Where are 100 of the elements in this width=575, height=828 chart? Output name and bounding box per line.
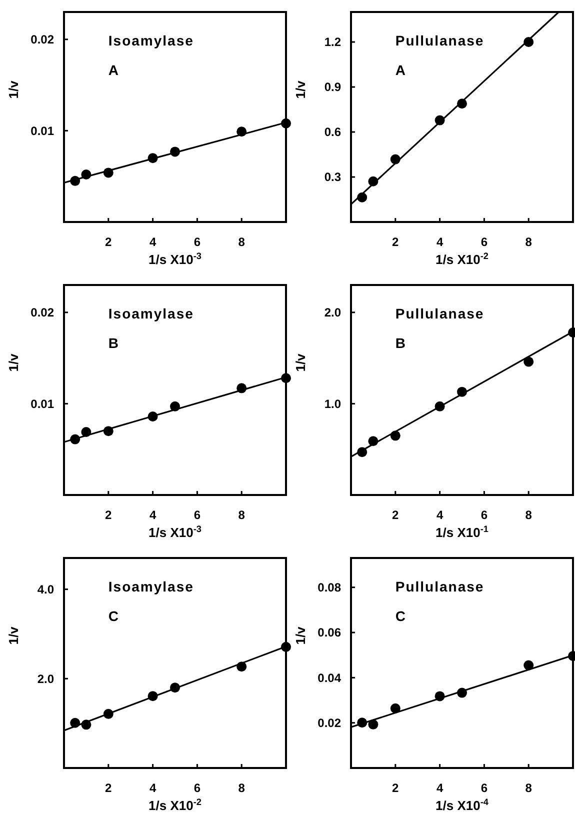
x-tick-label: 6 xyxy=(480,781,488,795)
text: A xyxy=(108,62,119,78)
x-tick-label: 6 xyxy=(194,235,201,249)
y-tick-label: 4.0 xyxy=(37,582,54,596)
y-axis-title: 1/v xyxy=(6,626,21,645)
point xyxy=(434,115,445,126)
y-tick-label: 0.01 xyxy=(30,124,54,138)
point xyxy=(434,691,445,702)
x-axis-title: 1/s X10$^{-2}$ xyxy=(436,251,488,267)
x-tick-label: 2 xyxy=(105,235,112,249)
y-axis-title: 1/v xyxy=(293,80,308,99)
y-tick-label: 1.0 xyxy=(324,396,342,411)
x-axis-title: 1/s X10$^{-4}$ xyxy=(436,797,490,813)
x-axis-title: 1/s X10$^{-2}$ xyxy=(148,797,202,813)
x-tick-label: 2 xyxy=(392,508,400,522)
text: Isoamylase xyxy=(108,578,194,595)
text: B xyxy=(395,335,406,351)
point xyxy=(281,373,291,384)
x-tick-label: 8 xyxy=(525,781,532,795)
x-tick-label: 8 xyxy=(238,781,246,795)
x-axis-title: 1/s X10$^{-3}$ xyxy=(148,251,202,267)
point xyxy=(368,436,378,446)
point xyxy=(103,168,114,178)
x-tick-label: 4 xyxy=(149,235,156,249)
x-tick-label: 8 xyxy=(525,235,532,249)
text: C xyxy=(108,608,119,624)
y-tick-label: 0.08 xyxy=(318,580,342,595)
point xyxy=(81,427,92,437)
y-tick-label: 0.9 xyxy=(324,80,342,94)
y-tick-label: 1.2 xyxy=(324,35,342,50)
point xyxy=(236,126,247,137)
text: Isoamylase xyxy=(108,306,194,322)
y-axis-title: 1/v xyxy=(6,352,21,372)
point xyxy=(281,118,291,128)
y-tick-label: 0.02 xyxy=(30,306,54,320)
text: Isoamylase xyxy=(108,32,194,49)
point xyxy=(457,688,467,698)
point xyxy=(148,153,158,164)
point xyxy=(434,401,445,412)
point xyxy=(236,662,247,672)
y-tick-label: 0.02 xyxy=(318,716,342,730)
point xyxy=(368,176,378,186)
point xyxy=(70,434,80,444)
y-axis-title: 1/v xyxy=(293,352,308,372)
point xyxy=(81,720,92,730)
y-tick-label: 2.0 xyxy=(324,306,342,320)
point xyxy=(357,447,368,458)
y-tick-label: 2.0 xyxy=(37,672,54,686)
x-tick-label: 2 xyxy=(392,781,400,795)
y-tick-label: 0.3 xyxy=(324,170,342,184)
point xyxy=(170,401,180,412)
text: A xyxy=(395,62,406,78)
x-tick-label: 4 xyxy=(149,508,156,522)
x-tick-label: 6 xyxy=(480,235,488,249)
point xyxy=(457,98,467,109)
x-tick-label: 2 xyxy=(105,508,112,522)
point xyxy=(357,718,368,728)
point xyxy=(236,383,247,394)
point xyxy=(103,426,114,436)
point xyxy=(103,708,114,719)
y-tick-label: 0.06 xyxy=(318,626,342,640)
x-tick-label: 4 xyxy=(149,781,156,795)
point xyxy=(524,356,534,367)
x-tick-label: 4 xyxy=(436,508,444,522)
y-tick-label: 0.01 xyxy=(30,396,54,411)
y-tick-label: 0.04 xyxy=(318,670,342,685)
point xyxy=(148,411,158,422)
x-axis-title: 1/s X10$^{-1}$ xyxy=(436,524,488,540)
point xyxy=(170,682,180,693)
y-axis-title: 1/v xyxy=(6,80,21,99)
point xyxy=(390,703,400,714)
x-tick-label: 8 xyxy=(238,508,246,522)
x-tick-label: 4 xyxy=(436,781,444,795)
point xyxy=(148,691,158,702)
text: Pullulanase xyxy=(395,32,484,49)
text: Pullulanase xyxy=(395,306,484,322)
text: C xyxy=(395,608,406,624)
point xyxy=(70,718,80,728)
x-tick-label: 8 xyxy=(525,508,532,522)
x-tick-label: 4 xyxy=(436,235,444,249)
x-tick-label: 6 xyxy=(480,508,488,522)
y-axis-title: 1/v xyxy=(293,626,308,645)
point xyxy=(357,192,368,202)
point xyxy=(390,430,400,441)
point xyxy=(390,154,400,164)
x-tick-label: 6 xyxy=(194,508,201,522)
x-tick-label: 8 xyxy=(238,235,246,249)
x-tick-label: 6 xyxy=(194,781,201,795)
y-tick-label: 0.6 xyxy=(324,125,342,140)
x-tick-label: 2 xyxy=(105,781,112,795)
x-tick-label: 2 xyxy=(392,235,400,249)
point xyxy=(524,660,534,670)
point xyxy=(524,37,534,47)
point xyxy=(170,146,180,157)
text: B xyxy=(108,335,119,351)
point xyxy=(457,386,467,397)
point xyxy=(70,176,80,186)
x-axis-title: 1/s X10$^{-3}$ xyxy=(148,524,202,540)
point xyxy=(281,642,291,652)
point xyxy=(368,719,378,730)
